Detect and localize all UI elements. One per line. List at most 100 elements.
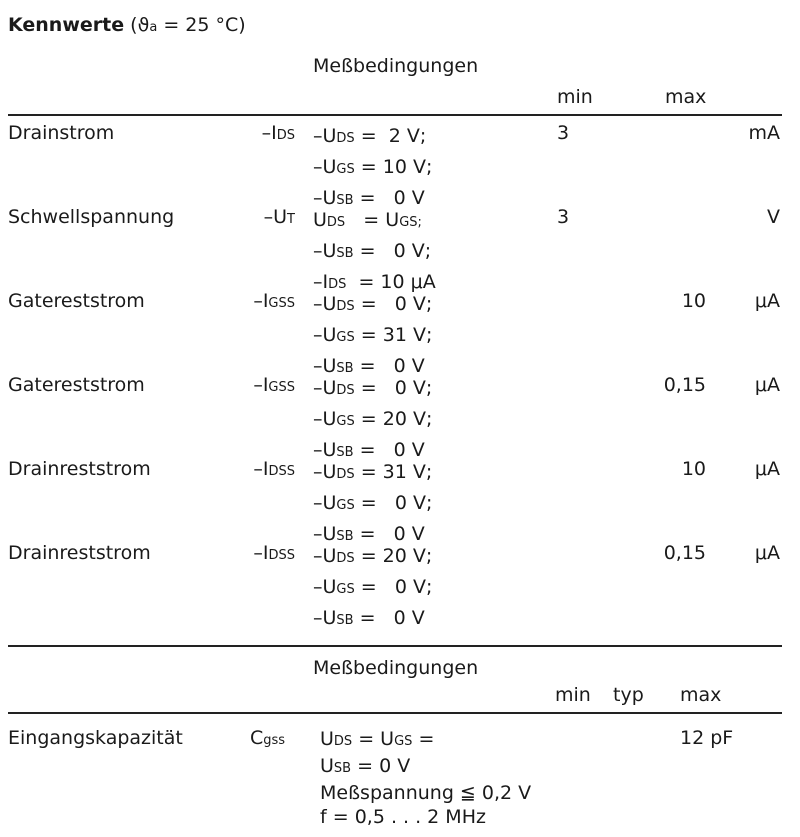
subscript: GS <box>336 162 355 177</box>
text-part: –U <box>313 324 337 346</box>
text-part: = 10 μA <box>346 271 436 293</box>
param-conditions: –UDS = 20 V; –UGS = 0 V; –USB = 0 V <box>313 542 432 635</box>
param-name: Gatereststrom <box>8 374 145 396</box>
param-symbol: –IDS <box>262 122 295 144</box>
param-symbol: –IGSS <box>253 374 295 396</box>
subscript: DS <box>276 128 295 143</box>
text-part: = 10 V; <box>354 156 433 178</box>
condition-line: UDS = UGS = <box>320 727 531 754</box>
param-symbol: –IDSS <box>253 458 295 480</box>
subscript: GS <box>394 734 413 749</box>
condition-line: –USB = 0 V <box>313 520 432 551</box>
subscript: DS <box>333 734 353 749</box>
param-unit: mA <box>748 122 780 144</box>
param-max: 10 <box>681 458 706 480</box>
text-part: f = 0,5 . . . 2 MHz <box>320 806 486 828</box>
text-part: –I <box>253 374 269 396</box>
param-symbol: –IDSS <box>253 542 295 564</box>
text-part: = <box>412 728 435 750</box>
text-part: –U <box>313 439 337 461</box>
text-part: = 0 V <box>353 439 425 461</box>
condition-line: –UDS = 20 V; <box>313 542 432 573</box>
param-conditions: –UDS = 0 V; –UGS = 31 V; –USB = 0 V <box>313 290 432 383</box>
title-rest: (ϑ <box>130 14 150 36</box>
text-part: C <box>250 727 264 749</box>
subscript: GS <box>336 582 355 597</box>
param-symbol: –IGSS <box>253 290 295 312</box>
text-part: –U <box>313 377 337 399</box>
subscript: DS <box>336 467 355 482</box>
param-unit: μA <box>754 542 780 564</box>
param-max: 0,15 <box>663 374 706 396</box>
text-part: –U <box>313 408 337 430</box>
text-part: –U <box>313 355 337 377</box>
condition-line: –USB = 0 V <box>313 352 432 383</box>
condition-line: –UDS = 31 V; <box>313 458 432 489</box>
col-min-2: min <box>555 684 591 706</box>
param-unit: V <box>767 206 780 228</box>
text-part: Meßspannung ≦ 0,2 V <box>320 782 532 804</box>
condition-line: –UDS = 0 V; <box>313 374 432 405</box>
text-part: = 0 V <box>353 187 425 209</box>
subscript: SB <box>336 613 354 628</box>
text-part: U <box>313 209 327 231</box>
param-name: Gatereststrom <box>8 290 145 312</box>
subscript: DS <box>326 215 346 230</box>
text-part: = 20 V; <box>354 408 433 430</box>
text-part: = 31 V; <box>354 324 433 346</box>
subscript: DS <box>328 277 347 292</box>
condition-line: –UGS = 20 V; <box>313 405 432 436</box>
param-conditions: –UDS = 2 V; –UGS = 10 V; –USB = 0 V <box>313 122 432 215</box>
table-row-input-capacitance: Eingangskapazität Cgss UDS = UGS = USB = … <box>0 727 800 837</box>
text-part: = 20 V; <box>354 545 433 567</box>
text-part: = 2 V; <box>354 125 427 147</box>
condition-line: –UGS = 10 V; <box>313 153 432 184</box>
subscript: DSS <box>268 464 295 479</box>
subscript: SB <box>336 246 354 261</box>
text-part: –I <box>253 542 269 564</box>
text-part: = 0 V; <box>354 576 433 598</box>
text-part: = 0 V; <box>354 377 433 399</box>
param-unit: μA <box>754 458 780 480</box>
subscript: GS <box>336 414 355 429</box>
param-conditions: –UDS = 0 V; –UGS = 20 V; –USB = 0 V <box>313 374 432 467</box>
text-part: –U <box>313 156 337 178</box>
text-part: –U <box>313 545 337 567</box>
text-part: –U <box>313 523 337 545</box>
text-part: –I <box>261 122 277 144</box>
param-symbol: –UT <box>264 206 295 228</box>
text-part: –I <box>253 290 269 312</box>
condition-line: UDS = UGS; <box>313 206 436 237</box>
condition-line: –USB = 0 V <box>313 184 432 215</box>
text-part: –U <box>313 240 337 262</box>
title-sub: a <box>149 20 158 35</box>
text-part: –U <box>263 206 288 228</box>
param-conditions: UDS = UGS; –USB = 0 V; –IDS = 10 μA <box>313 206 436 299</box>
param-max: 10 <box>681 290 706 312</box>
divider <box>8 645 782 647</box>
param-unit: μA <box>754 290 780 312</box>
table-row: Drainreststrom –IDSS –UDS = 31 V; –UGS = 0 … <box>0 458 800 545</box>
col-min: min <box>557 86 593 108</box>
conditions-header-2: Meßbedingungen <box>313 657 479 679</box>
text-part: –U <box>313 607 337 629</box>
title-end: = 25 °C) <box>157 14 246 36</box>
text-part: = 0 V <box>351 755 411 777</box>
subscript: SB <box>336 529 354 544</box>
param-name: Eingangskapazität <box>8 727 183 749</box>
conditions-header: Meßbedingungen <box>313 55 479 77</box>
subscript: T <box>287 212 295 227</box>
subscript: DS <box>336 299 355 314</box>
subscript: SB <box>336 361 354 376</box>
condition-line: USB = 0 V <box>320 754 531 781</box>
text-part: = 0 V; <box>353 240 432 262</box>
text-part: = 0 V; <box>354 492 433 514</box>
param-name: Drainreststrom <box>8 542 151 564</box>
text-part: = 0 V <box>353 607 425 629</box>
text-part: –U <box>313 187 337 209</box>
col-typ-2: typ <box>613 684 644 706</box>
condition-line: –UGS = 0 V; <box>313 573 432 604</box>
text-part: –U <box>313 461 337 483</box>
subscript: DSS <box>268 548 295 563</box>
